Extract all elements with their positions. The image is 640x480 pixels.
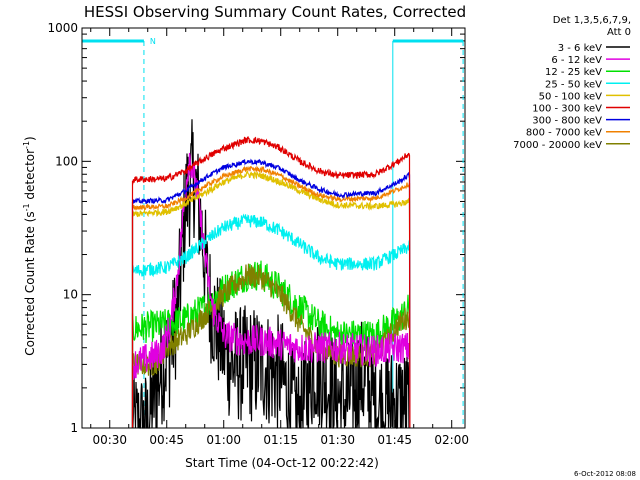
series-line: [131, 170, 411, 429]
x-tick-label: 01:00: [206, 433, 241, 447]
y-tick-label: 10: [63, 288, 78, 302]
series-line: [131, 263, 411, 429]
legend-label: 50 - 100 keV: [539, 91, 603, 102]
legend-label: 6 - 12 keV: [551, 55, 602, 66]
x-axis-label: Start Time (04-Oct-12 00:22:42): [185, 456, 379, 470]
series-line: [131, 135, 411, 429]
y-tick-label: 1000: [47, 21, 78, 35]
y-tick-label: 100: [55, 154, 78, 168]
y-axis-label-end: ): [23, 136, 37, 141]
y-axis-label-sup2: -1: [22, 141, 31, 149]
plot-frame: [81, 27, 466, 429]
series-line: [131, 152, 411, 429]
y-axis-label-sup1: -1: [22, 203, 31, 211]
legend-label: 3 - 6 keV: [558, 43, 602, 54]
legend-label: 12 - 25 keV: [545, 67, 602, 78]
y-axis-label: Corrected Count Rate (s-1 detector-1): [22, 136, 37, 355]
chart-title: HESSI Observing Summary Count Rates, Cor…: [84, 3, 466, 21]
x-tick-label: 01:45: [377, 433, 412, 447]
footer-timestamp: 6-Oct-2012 08:08: [574, 470, 636, 478]
series-line: [131, 213, 411, 429]
x-tick-label: 01:30: [320, 433, 355, 447]
x-tick-label: 00:45: [149, 433, 184, 447]
x-tick-label: 02:00: [434, 433, 469, 447]
night-label: N: [150, 37, 156, 46]
series-line: [131, 165, 411, 429]
legend-label: 100 - 300 keV: [532, 104, 602, 115]
legend-label: 300 - 800 keV: [532, 116, 602, 127]
detector-info: Det 1,3,5,6,7,9,: [553, 15, 631, 26]
legend-label: 7000 - 20000 keV: [513, 140, 602, 151]
legend-label: 25 - 50 keV: [545, 79, 602, 90]
x-tick-label: 00:30: [92, 433, 127, 447]
legend-label: 800 - 7000 keV: [526, 128, 602, 139]
y-axis-label-main: Corrected Count Rate (s: [23, 211, 37, 355]
series-line: [131, 158, 411, 429]
attenuator-info: Att 0: [607, 27, 631, 38]
x-tick-label: 01:15: [263, 433, 298, 447]
y-tick-label: 1: [70, 421, 78, 435]
y-axis-label-mid: detector: [23, 149, 37, 204]
